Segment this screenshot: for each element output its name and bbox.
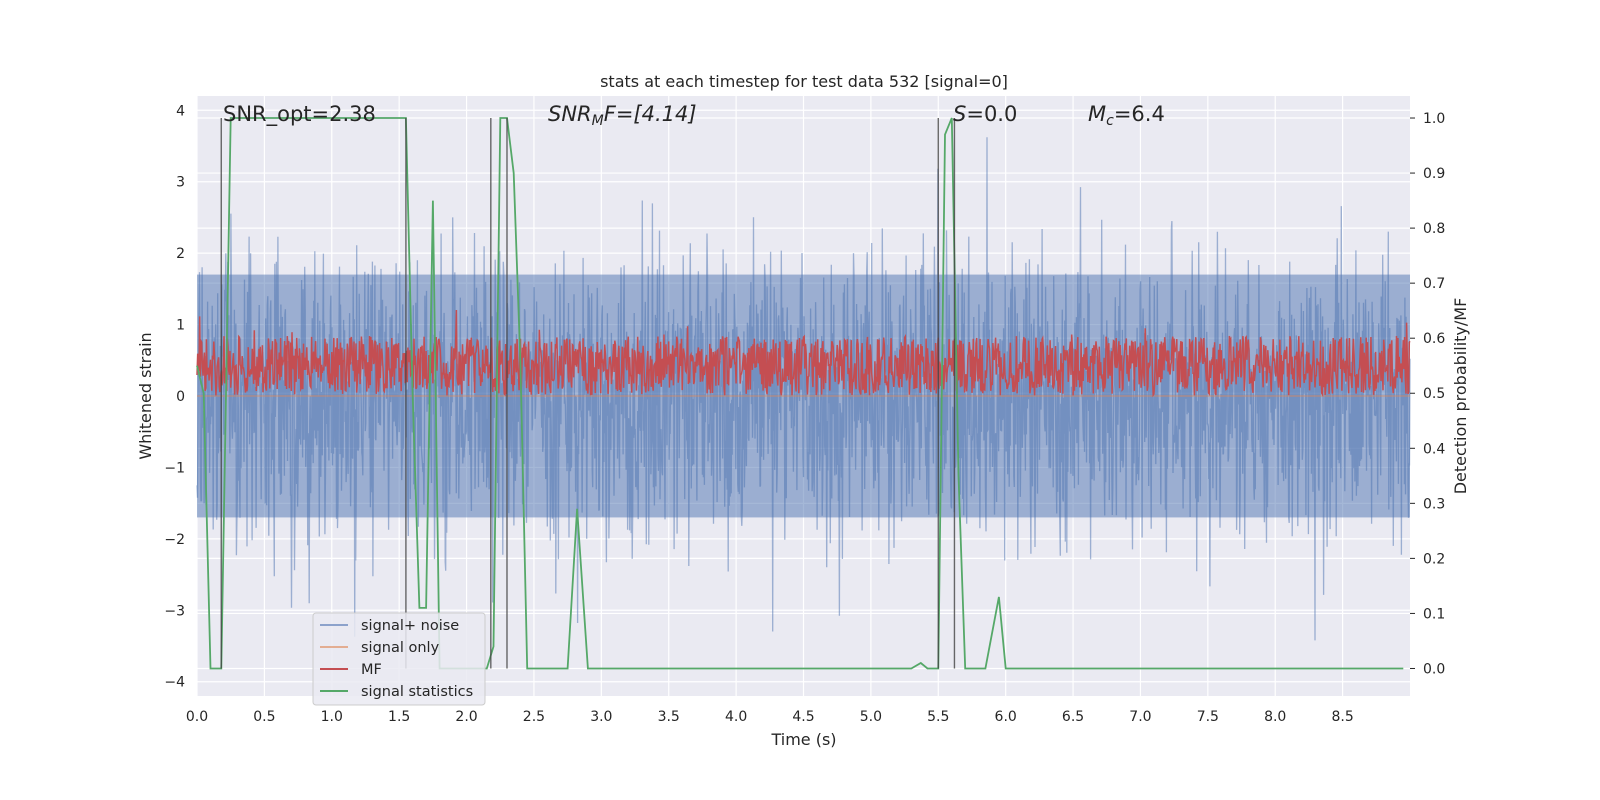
legend-label-signal-only: signal only: [361, 640, 440, 656]
y-tick-label-4: 0: [176, 389, 185, 405]
annotation-snr-mf-subscript: M: [592, 113, 604, 129]
y2-tick-label-8: 0.2: [1423, 551, 1445, 567]
annotation-snr-mf-symbol: SNR: [548, 102, 592, 126]
annotation-snr-opt: SNR_opt=2.38: [223, 102, 376, 127]
annotation-s-symbol: S: [953, 102, 966, 126]
y-tick-label-0: 4: [176, 103, 185, 119]
x-tick-label-17: 8.5: [1331, 709, 1353, 725]
y2-tick-label-6: 0.4: [1423, 441, 1445, 457]
legend-item-signal-statistics: signal statistics: [320, 684, 473, 700]
x-tick-label-7: 3.5: [658, 709, 680, 725]
legend: signal+ noise signal only MF signal stat…: [312, 612, 486, 706]
mf-line: [196, 309, 1411, 398]
legend-item-signal-only: signal only: [320, 640, 440, 656]
y-tick-label-6: −2: [164, 532, 185, 548]
y-tick-label-1: 3: [176, 175, 185, 191]
annotation-mc-symbol: M: [1088, 102, 1106, 126]
x-tick-label-1: 0.5: [253, 709, 275, 725]
signal-statistics-line: [196, 117, 1404, 670]
y-tick-label-3: 1: [176, 318, 185, 334]
legend-box: [312, 612, 486, 706]
y-tick-label-2: 2: [176, 246, 185, 262]
y-tick-label-8: −4: [164, 675, 185, 691]
x-tick-label-2: 1.0: [321, 709, 343, 725]
annotation-s: S=0.0: [953, 102, 1017, 126]
mf-path: [196, 309, 1411, 398]
y2-tick-label-1: 0.9: [1423, 166, 1445, 182]
vertical-markers: [220, 118, 956, 669]
chart-title: stats at each timestep for test data 532…: [600, 72, 1008, 91]
y-axis-label: Whitened strain: [136, 332, 155, 459]
x-tick-label-8: 4.0: [725, 709, 747, 725]
y-axis-right: 1.0 0.9 0.8 0.7 0.6 0.5 0.4 0.3 0.2 0.1 0.0: [1410, 111, 1445, 677]
x-tick-label-16: 8.0: [1264, 709, 1286, 725]
legend-label-mf: MF: [361, 662, 382, 678]
legend-item-mf: MF: [320, 662, 382, 678]
y-axis-left: 4 3 2 1 0 −1 −2 −3 −4: [164, 103, 185, 690]
annotation-mc: Mc=6.4: [1088, 102, 1165, 129]
legend-label-signal-noise: signal+ noise: [361, 618, 459, 634]
x-axis: 0.0 0.5 1.0 1.5 2.0 2.5 3.0 3.5 4.0 4.5 5.0 5.5 6.0 6…: [186, 709, 1354, 725]
y2-axis-label: Detection probability/MF: [1451, 298, 1470, 495]
y2-tick-label-9: 0.1: [1423, 606, 1445, 622]
y-tick-label-7: −3: [164, 603, 185, 619]
signal-noise-path: [196, 137, 1411, 641]
annotation-snr-mf-value: F=[4.14]: [604, 102, 697, 126]
x-tick-label-14: 7.0: [1129, 709, 1151, 725]
x-tick-label-9: 4.5: [792, 709, 814, 725]
annotation-s-value: =0.0: [966, 102, 1017, 126]
annotation-mc-subscript: c: [1106, 113, 1114, 129]
x-tick-label-13: 6.5: [1062, 709, 1084, 725]
legend-item-signal-noise: signal+ noise: [320, 618, 459, 634]
y2-tick-label-10: 0.0: [1423, 661, 1445, 677]
signal-statistics-path: [196, 117, 1404, 670]
y-tick-label-5: −1: [164, 460, 185, 476]
legend-label-signal-statistics: signal statistics: [361, 684, 473, 700]
y2-tick-label-3: 0.7: [1423, 276, 1445, 292]
annotation-mc-value: =6.4: [1114, 102, 1165, 126]
y2-tick-label-5: 0.5: [1423, 386, 1445, 402]
x-tick-label-15: 7.5: [1197, 709, 1219, 725]
x-tick-label-6: 3.0: [590, 709, 612, 725]
x-tick-label-0: 0.0: [186, 709, 208, 725]
x-tick-label-4: 2.0: [455, 709, 477, 725]
x-axis-label: Time (s): [770, 730, 836, 749]
annotation-snr-mf: SNRMF=[4.14]: [548, 102, 697, 129]
x-tick-label-10: 5.0: [860, 709, 882, 725]
x-tick-label-3: 1.5: [388, 709, 410, 725]
y2-tick-label-7: 0.3: [1423, 496, 1445, 512]
x-tick-label-12: 6.0: [995, 709, 1017, 725]
x-tick-label-5: 2.5: [523, 709, 545, 725]
y2-tick-label-0: 1.0: [1423, 111, 1445, 127]
y2-tick-label-4: 0.6: [1423, 331, 1445, 347]
y2-tick-label-2: 0.8: [1423, 221, 1445, 237]
x-tick-label-11: 5.5: [927, 709, 949, 725]
